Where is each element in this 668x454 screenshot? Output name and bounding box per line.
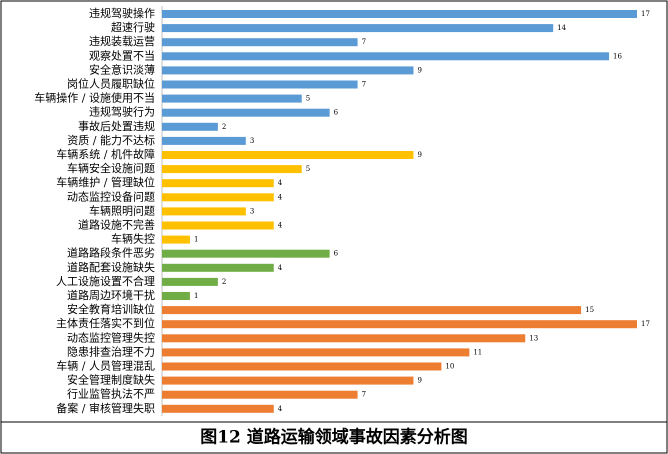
category-label: 动态监控管理失控 [67,330,155,344]
category-label: 违规装载运营 [89,34,155,48]
category-label: 道路配套设施缺失 [67,260,155,274]
value-label: 5 [306,165,310,173]
bar [162,235,190,244]
value-label: 4 [278,222,283,230]
bar [162,277,218,286]
category-label: 违规驾驶操作 [89,6,155,20]
category-label: 观察处置不当 [89,48,155,62]
category-label: 安全教育培训缺位 [67,302,155,316]
value-label: 16 [613,52,622,60]
bar [162,136,246,145]
value-label: 4 [278,264,283,272]
value-label: 6 [334,250,339,258]
bar [162,38,358,47]
category-label: 事故后处置违规 [78,119,155,133]
bar [162,24,554,33]
category-label: 隐患排查治理不力 [67,344,155,358]
bar [162,108,330,117]
value-label: 9 [417,66,421,74]
value-label: 1 [194,236,198,244]
value-label: 17 [641,10,650,18]
category-label: 车辆操作 / 设施使用不当 [34,91,155,105]
bar [162,165,302,174]
bar [162,306,582,315]
value-label: 7 [362,391,366,399]
category-label: 违规驾驶行为 [89,105,155,119]
category-label: 行业监管执法不严 [67,387,155,401]
value-label: 5 [306,95,310,103]
bar [162,376,414,385]
category-label: 道路周边环境干扰 [67,288,155,302]
value-label: 1 [194,292,198,300]
value-label: 2 [222,123,226,131]
value-label: 11 [473,348,482,356]
bar [162,249,330,258]
chart-title: 图12 道路运输领域事故因素分析图 [200,427,468,448]
bar [162,221,274,230]
value-label: 3 [250,207,254,215]
category-label: 备案 / 审核管理失职 [56,401,155,415]
bar [162,334,526,343]
value-label: 6 [334,109,339,117]
bar [162,362,442,371]
bar [162,320,637,329]
value-label: 4 [278,193,283,201]
value-label: 4 [278,405,283,413]
category-label: 人工设施设置不合理 [56,274,155,288]
value-label: 4 [278,179,283,187]
category-label: 车辆维护 / 管理缺位 [56,175,155,189]
bar [162,193,274,202]
value-label: 15 [585,306,594,314]
bar [162,263,274,272]
category-label: 车辆系统 / 机件故障 [56,147,155,161]
value-label: 10 [445,363,454,371]
bar [162,10,637,18]
value-label: 2 [222,278,226,286]
bar [162,80,358,89]
value-label: 3 [250,137,254,145]
category-label: 道路设施不完善 [78,218,155,232]
bar [162,207,246,216]
category-label: 车辆失控 [111,232,155,246]
category-label: 资质 / 能力不达标 [67,133,155,147]
value-label: 7 [362,81,366,89]
value-label: 17 [641,320,650,328]
value-label: 9 [417,377,421,385]
category-label: 道路路段条件恶劣 [67,246,155,260]
bar [162,292,190,300]
value-label: 13 [529,334,538,342]
category-label: 超速行驶 [111,20,155,34]
category-label: 车辆 / 人员管理混乱 [56,359,155,373]
bar [162,348,470,357]
value-label: 9 [417,151,421,159]
bar [162,404,274,413]
bar [162,52,610,61]
category-label: 安全管理制度缺失 [67,373,155,387]
category-label: 车辆照明问题 [89,203,155,217]
category-label: 动态监控设备问题 [67,189,155,203]
value-label: 7 [362,38,366,46]
bar [162,94,302,103]
bar [162,122,218,131]
category-label: 主体责任落实不到位 [56,316,155,330]
category-label: 安全意识淡薄 [89,62,155,76]
bar [162,179,274,188]
bar [162,151,414,159]
bar [162,66,414,75]
value-label: 14 [557,24,566,32]
category-label: 车辆安全设施问题 [67,161,155,175]
bar [162,390,358,399]
category-label: 岗位人员履职缺位 [67,77,155,91]
